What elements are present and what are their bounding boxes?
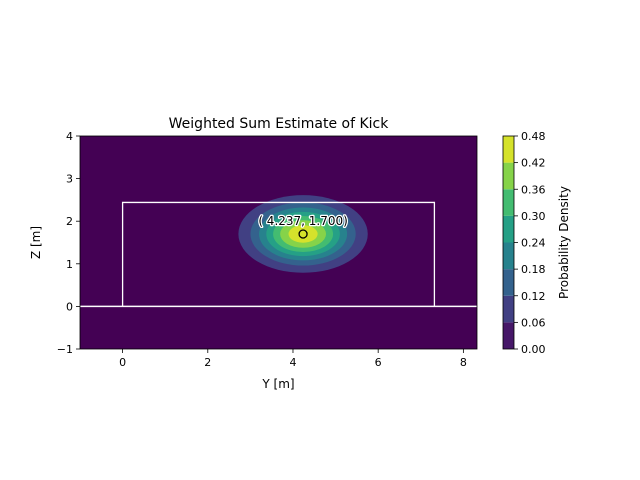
estimate-marker [298,229,308,239]
x-tick-label: 2 [204,356,211,369]
colorbar-tick-label: 0.24 [521,237,546,250]
colorbar-segment [503,162,514,190]
y-tick-label: 2 [66,215,73,228]
x-tick-label: 0 [119,356,126,369]
y-tick-label: 0 [66,300,73,313]
y-axis: −1 0 1 2 3 4 [57,130,80,356]
y-axis-label: Z [m] [29,226,43,259]
chart-title: Weighted Sum Estimate of Kick [169,116,390,132]
colorbar-tick-label: 0.12 [521,290,546,303]
x-tick-label: 8 [460,356,467,369]
density-contours [238,195,368,273]
goal-posts [121,201,436,307]
goal-frame [80,201,477,308]
colorbar-segment [503,322,514,349]
colorbar-tick-label: 0.48 [521,130,546,143]
plot-frame [79,135,478,350]
colorbar-segment [503,242,514,270]
colorbar-tick-label: 0.30 [521,210,546,223]
contour-band [288,225,318,243]
colorbar-tick-label: 0.00 [521,343,546,356]
colorbar-segment [503,215,514,243]
colorbar: 0.00 0.06 0.12 0.18 0.24 0.30 0.36 0.42 0.48 [502,130,546,356]
estimate-label: ( 4.237, 1.700) [258,214,348,228]
colorbar-segment [503,295,514,323]
colorbar-segment [503,269,514,296]
colorbar-segment [503,136,514,163]
estimate-marker-group: ( 4.237, 1.700) [257,213,349,239]
colorbar-label: Probability Density [557,186,571,299]
colorbar-tick-label: 0.06 [521,316,546,329]
plot-area: ( 4.237, 1.700) [79,135,478,350]
x-axis: 0 2 4 6 8 [119,349,467,369]
y-tick-label: 3 [66,173,73,186]
x-axis-label: Y [m] [261,377,294,391]
y-tick-label: 1 [66,258,73,271]
colorbar-segment [503,189,514,216]
colorbar-tick-label: 0.36 [521,183,546,196]
x-tick-label: 6 [375,356,382,369]
colorbar-tick-label: 0.18 [521,263,546,276]
y-tick-label: 4 [66,130,73,143]
colorbar-tick-label: 0.42 [521,157,546,170]
y-tick-label: −1 [57,343,73,356]
x-tick-label: 4 [289,356,296,369]
